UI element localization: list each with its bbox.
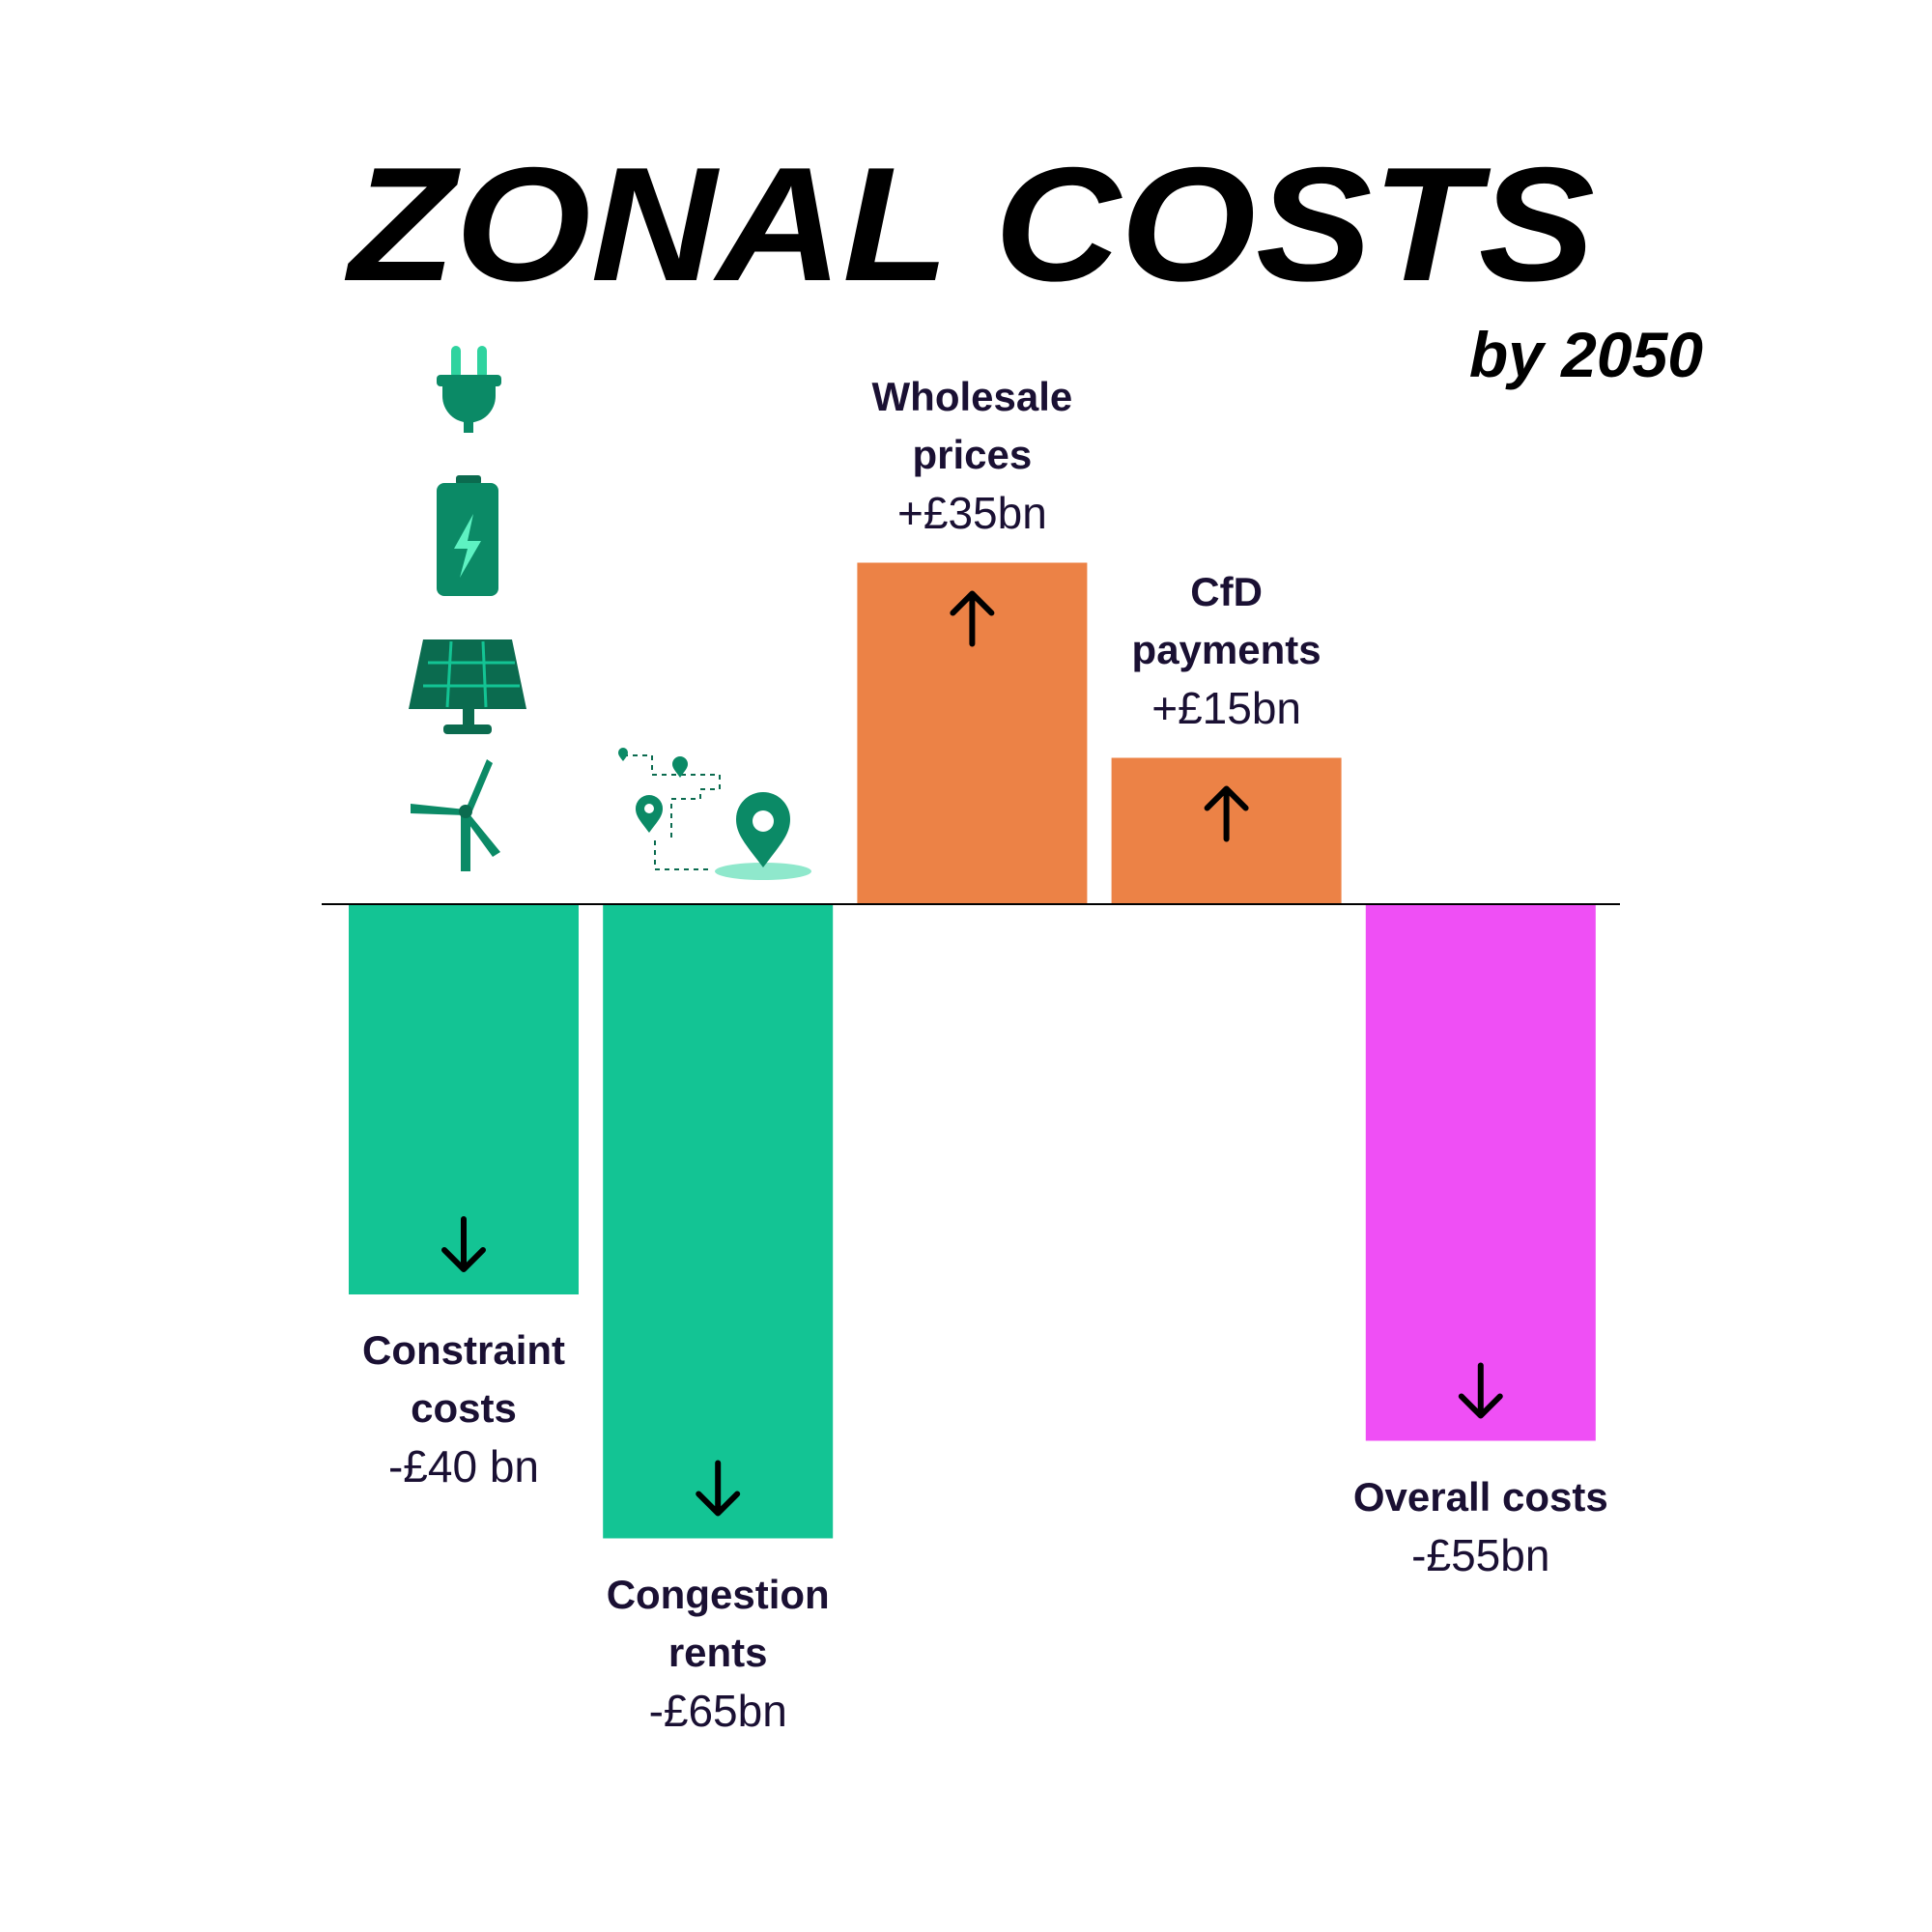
bar bbox=[1365, 904, 1596, 1441]
bar-label: Overall costs -£55bn bbox=[1346, 1468, 1616, 1584]
bar-label: CfD payments +£15bn bbox=[1092, 563, 1362, 737]
value-label: -£55bn bbox=[1411, 1529, 1550, 1580]
value-label: -£65bn bbox=[648, 1685, 787, 1736]
value-label: -£40 bn bbox=[387, 1441, 539, 1492]
bar-label: Constraint costs -£40 bn bbox=[328, 1321, 599, 1495]
category-label: Constraint costs bbox=[362, 1327, 565, 1431]
value-label: +£35bn bbox=[897, 487, 1047, 538]
value-label: +£15bn bbox=[1151, 682, 1301, 733]
bar-label: Wholesale prices +£35bn bbox=[837, 368, 1107, 542]
arrow bbox=[1458, 1362, 1503, 1419]
bar bbox=[603, 904, 834, 1539]
bar-label: Congestion rents -£65bn bbox=[582, 1566, 853, 1740]
icons bbox=[409, 346, 811, 880]
category-label: CfD payments bbox=[1131, 568, 1321, 672]
chart-title: ZONAL COSTS bbox=[345, 133, 1595, 315]
category-label: Congestion rents bbox=[606, 1571, 830, 1675]
arrow bbox=[950, 590, 995, 647]
chart-subtitle: by 2050 bbox=[1469, 319, 1703, 390]
category-label: Overall costs bbox=[1352, 1473, 1608, 1520]
arrow bbox=[1204, 785, 1249, 842]
arrow bbox=[441, 1216, 486, 1272]
category-label: Wholesale prices bbox=[871, 373, 1073, 477]
arrow bbox=[696, 1460, 741, 1517]
